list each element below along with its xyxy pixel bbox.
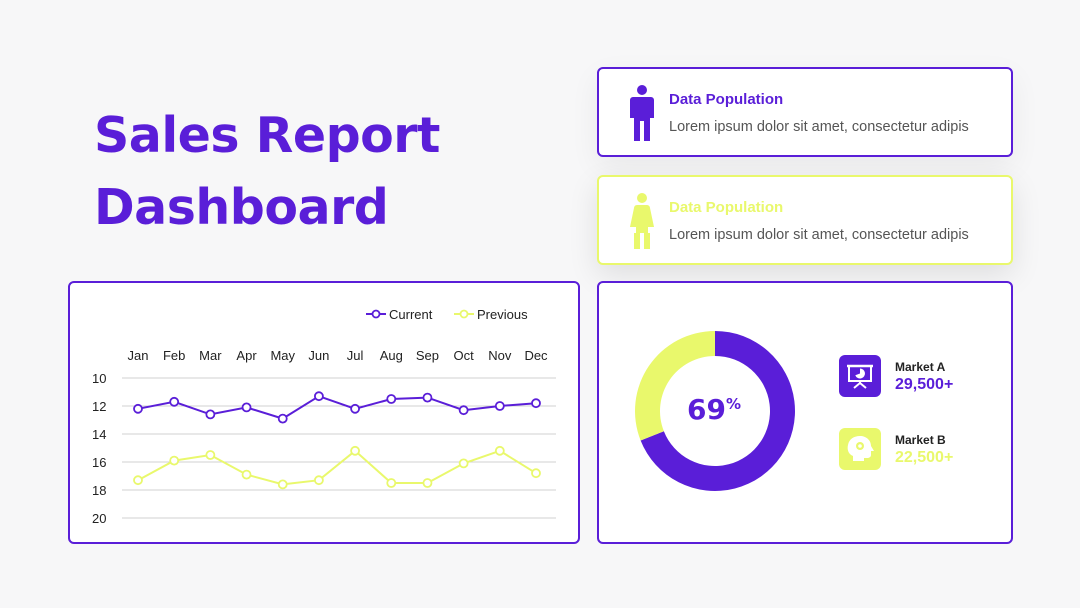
data-point xyxy=(241,469,252,480)
y-tick-label: 16 xyxy=(92,455,106,470)
y-tick-label: 18 xyxy=(92,483,106,498)
info-card-1-title: Data Population xyxy=(669,91,784,108)
info-card-2-description: Lorem ipsum dolor sit amet, consectetur … xyxy=(669,227,969,243)
line-chart: 10 12 14 16 18 20 Jan Feb Mar Apr May Jun Jul Aug Sep O… xyxy=(92,307,556,526)
x-tick-label: Feb xyxy=(163,348,185,363)
data-point xyxy=(531,468,541,479)
data-point xyxy=(386,478,397,488)
data-point xyxy=(531,398,541,409)
presentation-icon xyxy=(839,355,881,397)
donut-segment-secondary xyxy=(635,331,715,441)
series-line xyxy=(137,395,537,420)
y-tick-label: 12 xyxy=(92,399,106,414)
donut-chart xyxy=(635,331,795,491)
man-icon xyxy=(630,85,654,141)
y-tick-label: 14 xyxy=(92,427,106,442)
data-point xyxy=(458,458,469,469)
info-card-2: Data Population Lorem ipsum dolor sit am… xyxy=(597,175,1013,265)
data-point xyxy=(350,445,360,456)
info-card-1: Data Population Lorem ipsum dolor sit am… xyxy=(597,67,1013,157)
x-tick-label: Jul xyxy=(347,348,364,363)
data-point xyxy=(314,391,324,402)
info-card-1-description: Lorem ipsum dolor sit amet, consectetur … xyxy=(669,119,969,135)
data-point xyxy=(169,455,180,466)
data-point xyxy=(205,450,216,460)
x-tick-label: Aug xyxy=(380,348,403,363)
woman-icon xyxy=(630,193,654,249)
y-tick-label: 10 xyxy=(92,371,106,386)
market-b-value: 22,500+ xyxy=(895,449,954,466)
data-point xyxy=(241,402,252,413)
line-chart-card: 10 12 14 16 18 20 Jan Feb Mar Apr May Jun Jul Aug Sep O… xyxy=(68,281,580,544)
x-tick-label: Jan xyxy=(128,348,149,363)
x-tick-label: May xyxy=(270,348,295,363)
x-tick-label: Mar xyxy=(199,348,222,363)
legend-marker xyxy=(371,309,381,319)
data-point xyxy=(169,396,180,407)
head-idea-icon xyxy=(839,428,881,470)
x-tick-label: Sep xyxy=(416,348,439,363)
x-tick-label: Oct xyxy=(454,348,475,363)
legend-label: Previous xyxy=(477,307,528,322)
x-tick-label: Jun xyxy=(308,348,329,363)
data-point xyxy=(133,403,143,414)
data-point xyxy=(422,478,433,488)
donut-percentage-value: 69 xyxy=(687,393,726,426)
data-point xyxy=(314,475,324,486)
data-point xyxy=(422,392,433,403)
info-card-2-title: Data Population xyxy=(669,199,784,216)
data-point xyxy=(386,394,397,404)
data-point xyxy=(494,445,505,456)
series-line xyxy=(137,449,537,486)
x-tick-label: Nov xyxy=(488,348,512,363)
donut-percentage-unit: % xyxy=(725,395,741,413)
data-point xyxy=(350,403,360,414)
data-point xyxy=(277,413,288,424)
x-tick-label: Apr xyxy=(236,348,257,363)
market-b-label: Market B xyxy=(895,433,946,447)
data-point xyxy=(458,405,469,416)
x-tick-label: Dec xyxy=(524,348,548,363)
legend-label: Current xyxy=(389,307,433,322)
page-title: Sales Report Dashboard xyxy=(94,100,440,244)
y-tick-label: 20 xyxy=(92,511,106,526)
title-line-1: Sales Report xyxy=(94,107,440,164)
data-point xyxy=(133,475,143,486)
donut-percentage: 69% xyxy=(684,393,744,426)
donut-chart-card: 69% Market A 29,500+ Market B 22,500+ xyxy=(597,281,1013,544)
legend-marker xyxy=(459,309,469,319)
market-a-label: Market A xyxy=(895,360,946,374)
title-line-2: Dashboard xyxy=(94,179,389,236)
data-point xyxy=(494,401,505,411)
data-point xyxy=(205,409,216,420)
market-a-value: 29,500+ xyxy=(895,376,954,393)
data-point xyxy=(277,479,288,490)
donut-segment-primary xyxy=(640,331,795,491)
